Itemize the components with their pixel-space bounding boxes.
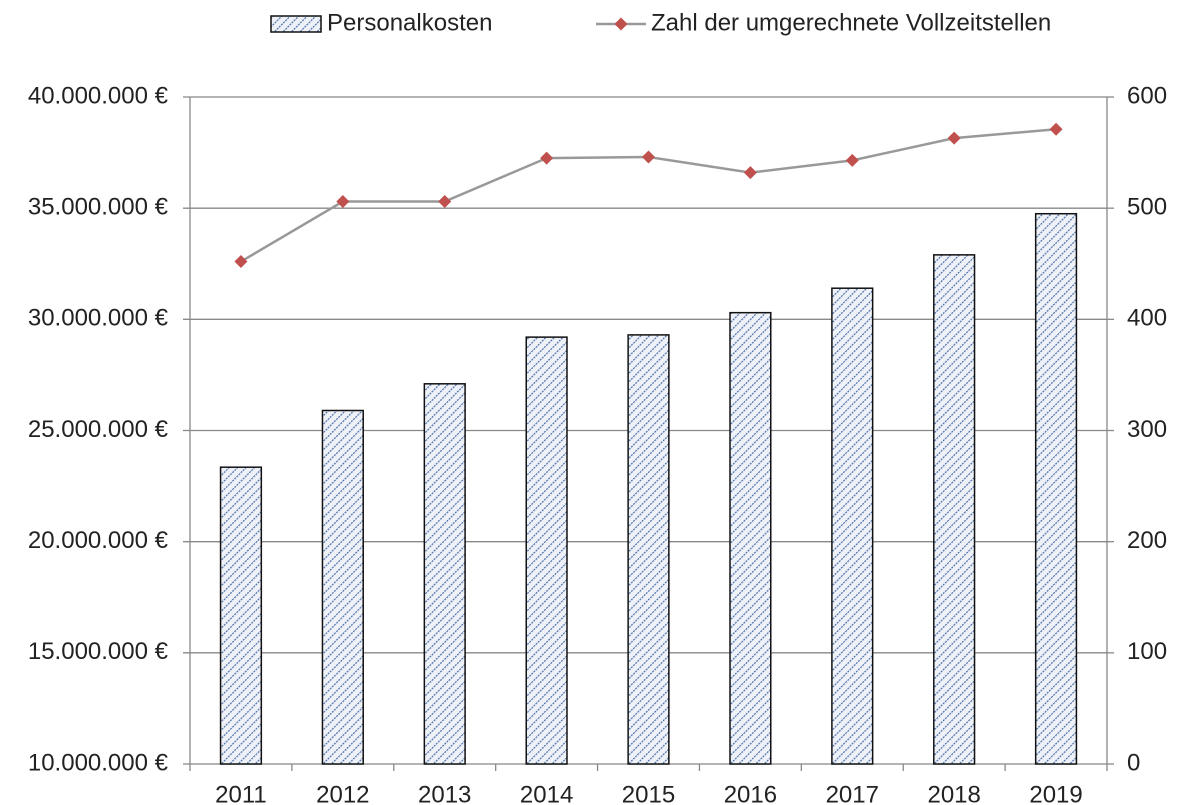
x-tick-label: 2015 [622,781,675,805]
x-tick-label: 2011 [215,781,267,805]
marker [438,194,452,208]
y2-tick-label: 200 [1127,527,1167,554]
y2-tick-label: 100 [1127,638,1167,665]
x-tick-label: 2017 [826,781,879,805]
bar [423,383,466,765]
x-tick-label: 2018 [927,781,980,805]
bar [321,409,364,765]
bar [831,287,874,765]
marker [845,153,859,167]
bar [729,311,772,765]
y-tick-label: 30.000.000 € [28,305,169,332]
marker [743,166,757,180]
y2-tick-label: 300 [1127,416,1167,443]
x-tick-label: 2013 [418,781,471,805]
marker [336,194,350,208]
marker [947,131,961,145]
marker [642,150,655,164]
x-tick-label: 2012 [316,781,369,805]
x-tick-label: 2019 [1029,781,1082,805]
legend-marker [614,17,628,31]
y-tick-label: 10.000.000 € [28,749,169,776]
legend-label: Zahl der umgerechnete Vollzeitstellen [651,9,1051,36]
y-tick-label: 35.000.000 € [28,194,169,221]
bar [1034,212,1078,765]
line [240,127,1057,263]
marker [1049,122,1063,136]
bar [219,466,263,765]
y2-tick-label: 500 [1127,194,1167,221]
y2-tick-label: 600 [1127,82,1167,109]
x-tick-label: 2016 [724,781,777,805]
bar [933,254,976,765]
y-tick-label: 20.000.000 € [28,527,169,554]
legend-swatch [270,15,322,33]
marker [234,255,248,269]
bar [525,336,568,765]
y-tick-label: 25.000.000 € [28,416,169,443]
y2-tick-label: 400 [1127,305,1167,332]
y2-tick-label: 0 [1127,749,1140,776]
x-tick-label: 2014 [520,781,573,805]
y-tick-label: 15.000.000 € [28,638,169,665]
marker [540,151,554,165]
legend-label: Personalkosten [327,9,492,36]
y-tick-label: 40.000.000 € [28,82,169,109]
bar [627,334,670,765]
